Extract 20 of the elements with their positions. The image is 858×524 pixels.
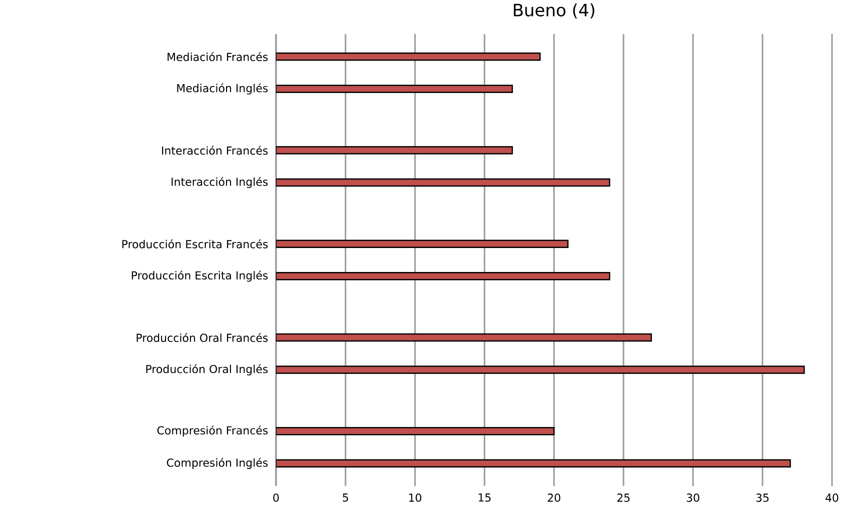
- x-tick-label: 0: [273, 494, 279, 502]
- x-tick-label: 20: [548, 494, 560, 502]
- y-tick-label: Compresión Francés: [157, 426, 268, 437]
- y-tick-label: Mediación Francés: [168, 52, 268, 62]
- x-tick-label: 15: [478, 494, 491, 502]
- x-tick-label: 30: [686, 494, 700, 502]
- y-tick-label: Mediación Inglés: [177, 83, 268, 94]
- chart-title: Bueno (4): [514, 3, 594, 18]
- x-tick-label: 25: [617, 494, 630, 502]
- y-tick-label: Producción Oral Inglés: [146, 364, 268, 376]
- y-tick-label: Compresión Inglés: [166, 458, 268, 469]
- y-tick-label: Producción Oral Francés: [136, 333, 268, 342]
- x-tick-label: 5: [342, 494, 348, 502]
- y-tick-label: Producción Escrita Inglés: [132, 270, 268, 282]
- x-tick-label: 35: [756, 494, 769, 502]
- x-tick-label: 10: [409, 494, 422, 502]
- y-tick-label: Interacción Francés: [162, 146, 268, 155]
- x-tick-label: 40: [826, 494, 838, 502]
- y-tick-label: Interacción Inglés: [172, 176, 268, 188]
- y-tick-label: Producción Escrita Francés: [122, 239, 268, 248]
